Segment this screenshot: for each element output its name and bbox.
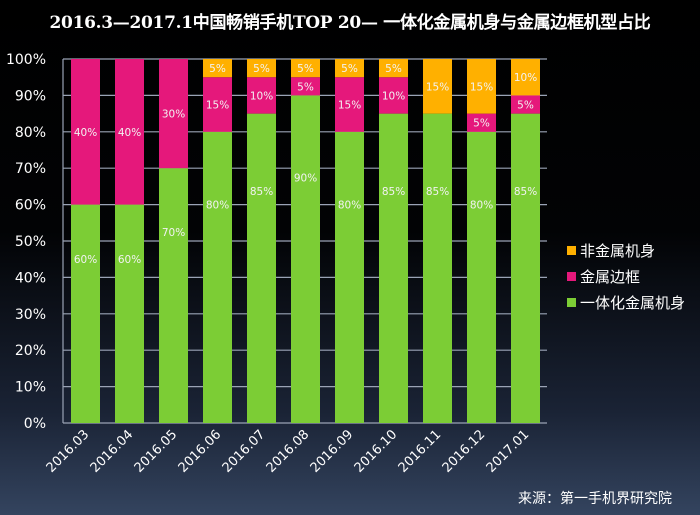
- bar-segment: [291, 77, 320, 96]
- data-label: 60%: [74, 254, 97, 266]
- bar-segment: [511, 95, 540, 114]
- bar-segment: [291, 59, 320, 78]
- data-label: 15%: [206, 100, 229, 112]
- data-label: 10%: [514, 72, 537, 84]
- y-tick-label: 20%: [15, 343, 46, 359]
- bar-segment: [467, 131, 496, 424]
- x-tick-label: 2016.08: [264, 427, 313, 476]
- data-label: 5%: [341, 63, 358, 75]
- bar-segment: [115, 59, 144, 205]
- bar-segment: [423, 113, 452, 423]
- chart-title: 2016.3—2017.1中国畅销手机TOP 20— 一体化金属机身与金属边框机…: [49, 13, 651, 33]
- bar-segment: [247, 77, 276, 114]
- data-label: 5%: [473, 118, 490, 130]
- x-tick-label: 2016.04: [88, 427, 137, 476]
- data-label: 5%: [209, 63, 226, 75]
- y-tick-label: 50%: [15, 234, 46, 250]
- y-tick-label: 100%: [6, 52, 46, 68]
- x-tick-label: 2016.11: [396, 427, 445, 476]
- y-tick-label: 90%: [15, 88, 46, 104]
- data-label: 10%: [250, 90, 273, 102]
- bar-segment: [467, 113, 496, 132]
- bar-segment: [335, 59, 364, 78]
- bar-segment: [335, 77, 364, 132]
- legend-label: 一体化金属机身: [580, 294, 685, 312]
- bar-segment: [203, 59, 232, 78]
- data-label: 15%: [338, 100, 361, 112]
- bar-segment: [423, 59, 452, 114]
- data-label: 5%: [517, 100, 534, 112]
- y-tick-label: 40%: [15, 270, 46, 286]
- data-label: 30%: [162, 109, 185, 121]
- data-label: 80%: [470, 200, 493, 212]
- data-label: 5%: [253, 63, 270, 75]
- y-tick-label: 10%: [15, 380, 46, 396]
- y-tick-label: 30%: [15, 307, 46, 323]
- bar-segment: [247, 113, 276, 423]
- x-tick-label: 2016.05: [132, 427, 181, 476]
- data-label: 5%: [297, 81, 314, 93]
- legend-swatch: [567, 246, 576, 255]
- x-tick-label: 2016.03: [44, 427, 93, 476]
- data-label: 60%: [118, 254, 141, 266]
- legend-label: 金属边框: [580, 268, 640, 286]
- source-note: 来源：第一手机界研究院: [518, 491, 672, 507]
- y-tick-label: 80%: [15, 125, 46, 141]
- data-label: 90%: [294, 172, 317, 184]
- x-tick-label: 2016.12: [440, 427, 489, 476]
- data-label: 15%: [470, 81, 493, 93]
- bar-segment: [379, 113, 408, 423]
- bar-segment: [71, 59, 100, 205]
- bar-segment: [203, 131, 232, 424]
- bar-segment: [379, 59, 408, 78]
- data-label: 40%: [118, 127, 141, 139]
- data-label: 40%: [74, 127, 97, 139]
- bar-segment: [379, 77, 408, 114]
- legend-swatch: [567, 272, 576, 281]
- legend-swatch: [567, 298, 576, 307]
- bar-segment: [335, 131, 364, 424]
- x-tick-label: 2016.09: [308, 427, 357, 476]
- bar-segment: [159, 59, 188, 169]
- x-tick-label: 2016.07: [220, 427, 269, 476]
- bar-segment: [159, 168, 188, 423]
- data-label: 85%: [514, 186, 537, 198]
- data-label: 80%: [206, 200, 229, 212]
- data-label: 15%: [426, 81, 449, 93]
- y-tick-label: 0%: [24, 416, 46, 432]
- bar-segment: [511, 59, 540, 96]
- bar-segment: [291, 95, 320, 424]
- data-label: 85%: [426, 186, 449, 198]
- x-tick-label: 2016.10: [352, 427, 401, 476]
- data-label: 10%: [382, 90, 405, 102]
- x-tick-label: 2016.06: [176, 427, 225, 476]
- data-label: 5%: [385, 63, 402, 75]
- bar-segment: [467, 59, 496, 114]
- bar-segment: [247, 59, 276, 78]
- bar-segment: [203, 77, 232, 132]
- x-tick-label: 2017.01: [484, 427, 533, 476]
- data-label: 70%: [162, 227, 185, 239]
- bar-segment: [71, 204, 100, 423]
- data-label: 5%: [297, 63, 314, 75]
- data-label: 85%: [250, 186, 273, 198]
- data-label: 85%: [382, 186, 405, 198]
- y-tick-label: 70%: [15, 161, 46, 177]
- bar-segment: [115, 204, 144, 423]
- legend-label: 非金属机身: [580, 242, 655, 260]
- bar-segment: [511, 113, 540, 423]
- data-label: 80%: [338, 200, 361, 212]
- y-tick-label: 60%: [15, 198, 46, 214]
